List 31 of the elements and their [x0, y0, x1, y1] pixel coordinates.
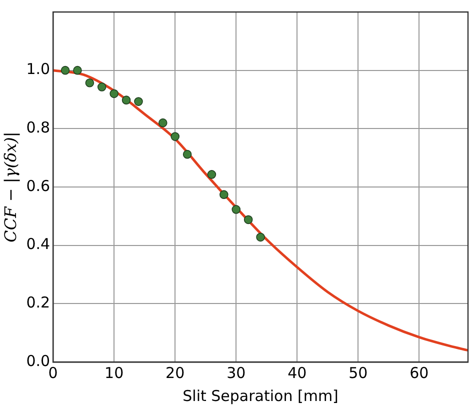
x-tick-label: 50	[348, 364, 368, 382]
y-tick-label: 0.6	[26, 176, 50, 195]
x-axis-title: Slit Separation [mm]	[182, 386, 338, 405]
y-tick-label: 1.0	[26, 60, 50, 78]
point	[244, 215, 253, 224]
y-tick-label: 0.0	[26, 352, 50, 370]
point	[122, 96, 131, 104]
point	[182, 150, 192, 159]
point	[73, 66, 82, 75]
x-tick-label: 40	[288, 364, 307, 382]
x-tick-label: 30	[226, 364, 246, 382]
point	[97, 82, 106, 92]
point	[220, 190, 228, 199]
point	[60, 66, 70, 75]
point	[170, 132, 180, 141]
point	[158, 118, 168, 128]
x-tick-label: 60	[410, 364, 429, 382]
point	[207, 170, 216, 179]
point	[232, 205, 241, 214]
y-tick-label: 0.2	[26, 294, 50, 312]
point	[85, 78, 94, 88]
point	[110, 89, 118, 98]
x-tick-label: 0	[48, 364, 58, 382]
y-axis-title: CCF − |γ(δx)|	[0, 132, 20, 242]
point	[256, 232, 265, 242]
point	[134, 97, 143, 106]
y-tick-label: 0.4	[26, 235, 50, 254]
line-series	[53, 69, 468, 352]
x-tick-label: 10	[104, 364, 124, 382]
x-tick-label: 20	[166, 364, 185, 382]
y-tick-label: 0.8	[26, 118, 50, 137]
